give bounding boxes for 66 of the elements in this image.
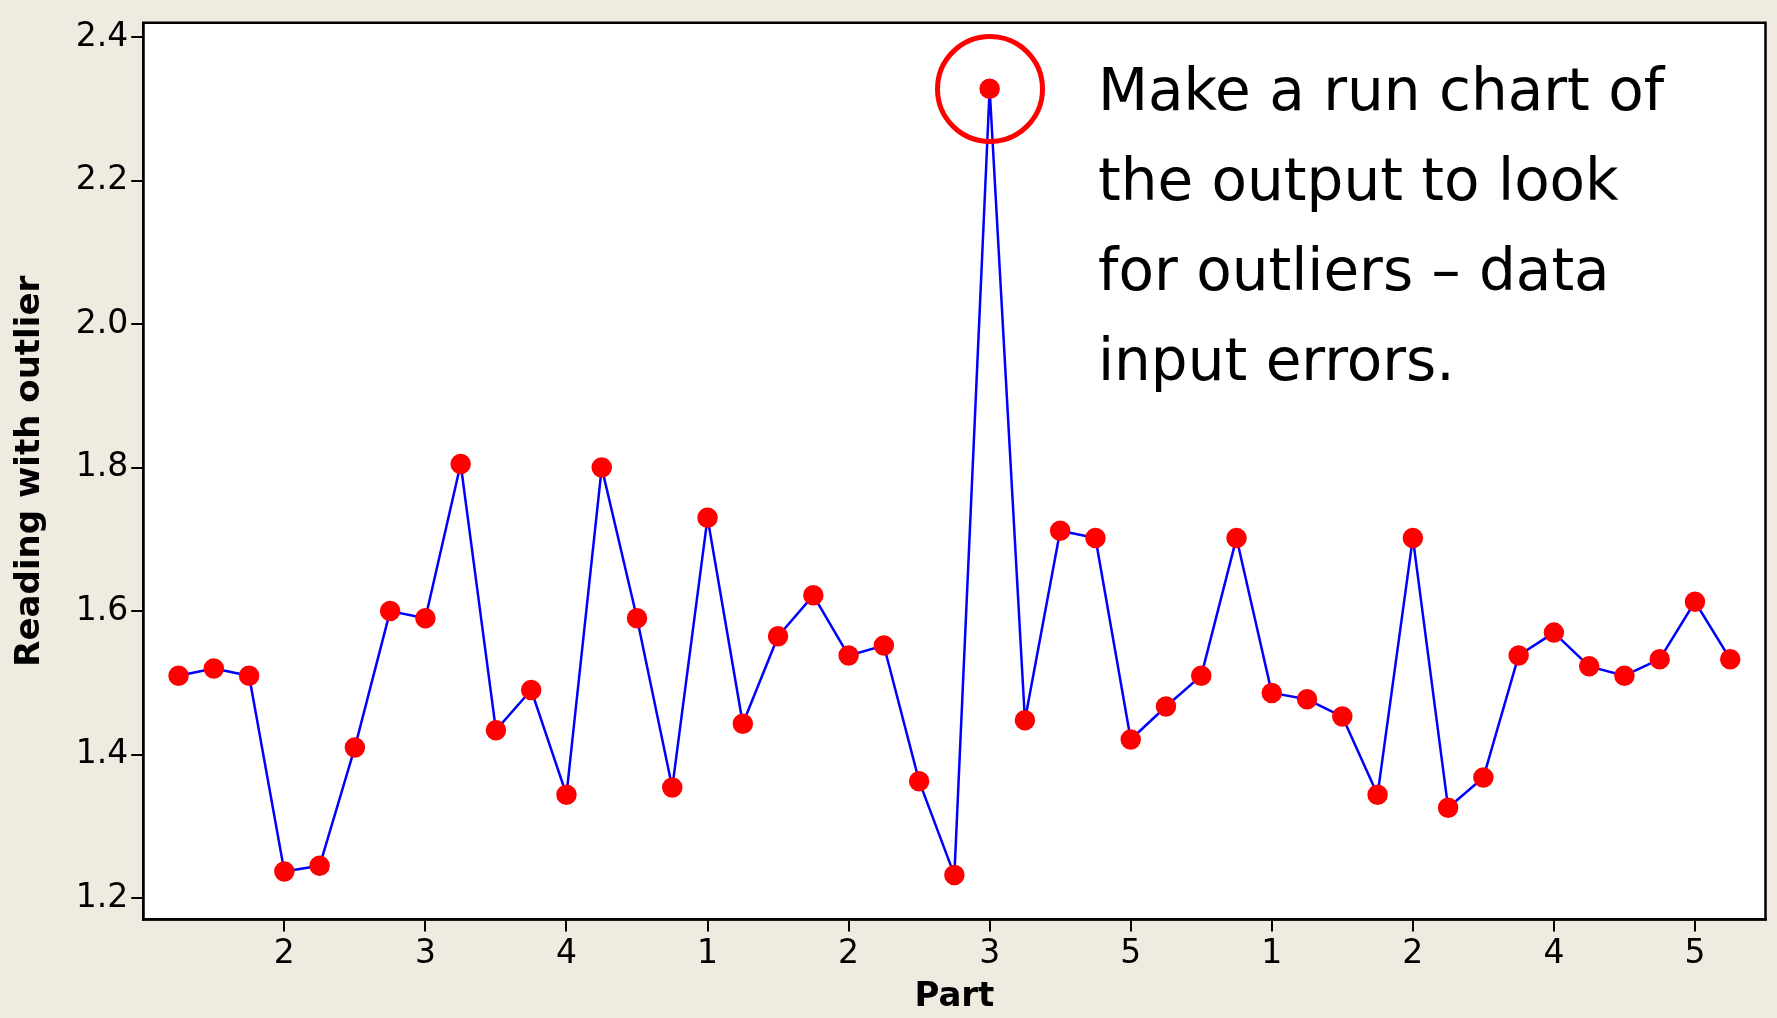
point xyxy=(1085,527,1106,549)
point xyxy=(1473,767,1494,788)
point xyxy=(979,78,1000,100)
x-tick-label: 1 xyxy=(697,931,719,971)
point xyxy=(697,507,718,529)
y-tick-label: 1.2 xyxy=(75,875,129,915)
x-tick-label: 5 xyxy=(1684,931,1706,971)
point xyxy=(238,665,260,686)
point xyxy=(450,453,471,475)
x-tick-label: 4 xyxy=(555,931,577,971)
point xyxy=(732,713,754,734)
point xyxy=(873,635,895,656)
point xyxy=(168,665,189,686)
x-tick-label: 2 xyxy=(1402,931,1424,971)
y-tick-label: 2.0 xyxy=(75,301,129,341)
point xyxy=(626,608,648,629)
y-axis-title: Reading with outlier xyxy=(7,275,48,667)
point xyxy=(203,658,225,679)
x-tick-label: 4 xyxy=(1543,931,1565,971)
point xyxy=(344,737,366,758)
x-tick-label: 2 xyxy=(838,931,860,971)
point xyxy=(767,625,789,647)
point xyxy=(838,645,859,666)
point xyxy=(1367,784,1388,806)
point xyxy=(1437,797,1459,818)
point xyxy=(520,679,542,701)
point xyxy=(415,608,436,629)
point xyxy=(591,457,612,478)
point xyxy=(1402,527,1424,549)
x-tick-label: 2 xyxy=(273,931,295,971)
y-tick-label: 2.2 xyxy=(75,158,129,198)
y-tick-label: 2.4 xyxy=(75,14,129,54)
x-tick-label: 5 xyxy=(1120,931,1142,971)
point xyxy=(908,770,930,792)
point xyxy=(309,855,330,877)
point xyxy=(1719,648,1741,670)
x-tick-label: 1 xyxy=(1261,931,1283,971)
point xyxy=(1543,622,1565,643)
point xyxy=(1649,648,1670,670)
point xyxy=(274,861,295,882)
point xyxy=(379,600,401,622)
point xyxy=(1120,729,1141,750)
point xyxy=(1261,682,1283,704)
x-tick-label: 3 xyxy=(979,931,1001,971)
point xyxy=(1226,527,1247,549)
point xyxy=(662,777,683,798)
y-tick-label: 1.6 xyxy=(75,588,129,628)
point xyxy=(1614,665,1635,686)
annotation: Make a run chart of the output to look for outliers – data input errors. xyxy=(1098,55,1667,396)
y-tick-label: 1.8 xyxy=(75,445,129,485)
point xyxy=(1684,591,1706,613)
point xyxy=(1578,656,1600,677)
y-tick-label: 1.4 xyxy=(75,732,129,772)
point xyxy=(556,784,577,806)
point xyxy=(1014,709,1036,731)
x-axis-title: Part xyxy=(914,974,995,1015)
point xyxy=(1332,706,1353,727)
point xyxy=(1296,689,1318,710)
point xyxy=(485,719,507,741)
point xyxy=(1508,645,1529,666)
point xyxy=(803,585,824,606)
x-tick-label: 3 xyxy=(414,931,436,971)
point xyxy=(1155,696,1177,717)
point xyxy=(1049,520,1071,541)
point xyxy=(944,864,965,886)
point xyxy=(1191,665,1212,686)
